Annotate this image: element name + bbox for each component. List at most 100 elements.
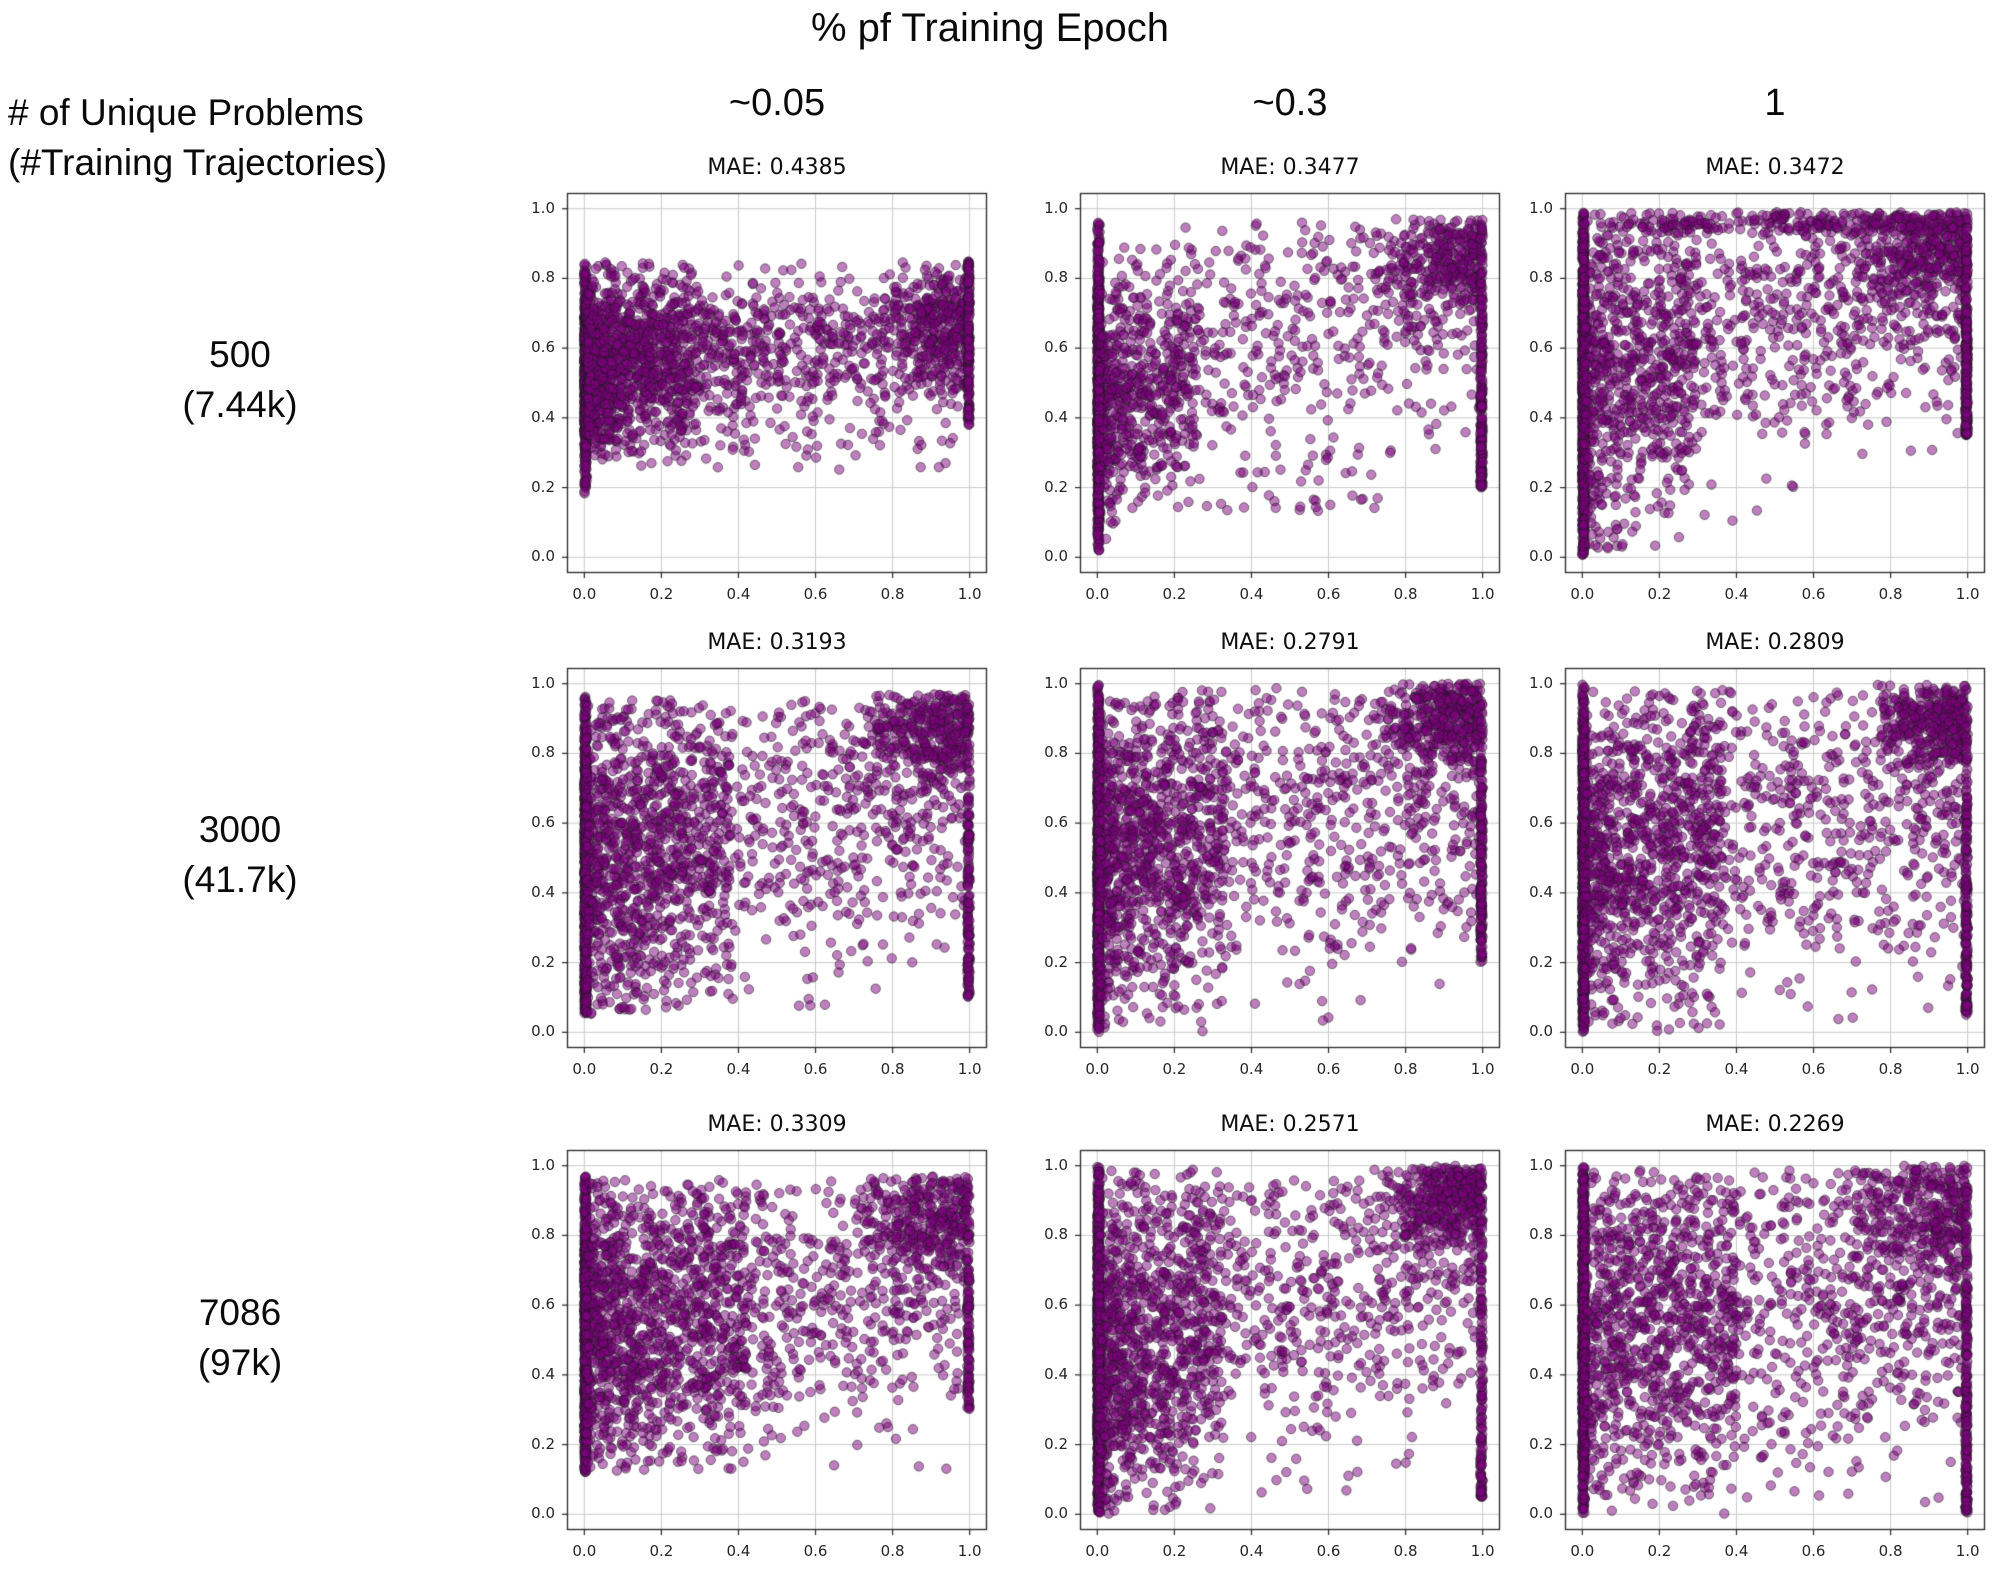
y-tick-label: 0.8 xyxy=(1044,1225,1068,1244)
row-label-2-main: 7086 xyxy=(198,1292,282,1333)
y-tick-label: 1.0 xyxy=(1529,1155,1553,1174)
y-tick-label: 1.0 xyxy=(1529,198,1553,217)
subplot-mae-title: MAE: 0.2791 xyxy=(1220,630,1360,655)
x-tick-label: 0.8 xyxy=(1393,1542,1418,1560)
scatter-canvas xyxy=(555,656,999,1060)
y-tick-label: 0.6 xyxy=(1044,1295,1068,1314)
row-label-0-main: 500 xyxy=(209,334,271,375)
x-tick-label: 1.0 xyxy=(957,585,982,603)
x-tick-label: 0.2 xyxy=(1647,1542,1672,1560)
scatter-canvas xyxy=(555,181,999,585)
y-tick-label: 0.8 xyxy=(1529,1225,1553,1244)
x-tick-label: 0.4 xyxy=(1724,1060,1749,1078)
x-tick-label: 0.6 xyxy=(1316,585,1341,603)
x-tick-label: 1.0 xyxy=(1955,585,1980,603)
x-tick-label: 0.6 xyxy=(1316,1060,1341,1078)
x-tick-label: 0.8 xyxy=(1878,1542,1903,1560)
y-tick-label: 0.0 xyxy=(1529,1022,1553,1041)
row-label-1-sub: (41.7k) xyxy=(182,858,298,900)
x-tick-label: 0.2 xyxy=(1162,585,1187,603)
y-tick-label: 1.0 xyxy=(1044,673,1068,692)
col-header-0: ~0.05 xyxy=(728,82,826,124)
x-tick-label: 0.4 xyxy=(726,1542,751,1560)
subplot-mae-title: MAE: 0.4385 xyxy=(707,155,847,180)
subplot-r1c1: MAE: 0.2791 0.0 0.0 0.2 0.2 0.4 0.4 0.6 0.6 0.8 0.… xyxy=(1010,628,1520,1098)
x-tick-label: 0.4 xyxy=(1239,1542,1264,1560)
x-tick-label: 0.6 xyxy=(1801,585,1826,603)
subplot-r2c0: MAE: 0.3309 0.0 0.0 0.2 0.2 0.4 0.4 0.6 0.6 0.8 0.… xyxy=(497,1110,1007,1580)
x-tick-label: 0.4 xyxy=(726,585,751,603)
x-tick-label: 0.4 xyxy=(1724,1542,1749,1560)
y-tick-label: 1.0 xyxy=(531,198,555,217)
x-tick-label: 0.8 xyxy=(1393,585,1418,603)
y-tick-label: 0.4 xyxy=(531,1364,555,1383)
scatter-canvas xyxy=(1553,656,1997,1060)
x-tick-label: 0.0 xyxy=(1570,1542,1595,1560)
x-tick-label: 0.8 xyxy=(1878,1060,1903,1078)
scatter-canvas xyxy=(1068,1138,1512,1542)
x-tick-label: 1.0 xyxy=(1955,1060,1980,1078)
x-tick-label: 0.2 xyxy=(649,585,674,603)
row-axis-title-line2: (#Training Trajectories) xyxy=(8,141,388,183)
x-tick-label: 1.0 xyxy=(957,1542,982,1560)
y-tick-label: 0.2 xyxy=(531,952,555,971)
x-tick-label: 0.8 xyxy=(880,1060,905,1078)
subplot-r2c2: MAE: 0.2269 0.0 0.0 0.2 0.2 0.4 0.4 0.6 0.6 0.8 0.… xyxy=(1495,1110,2000,1580)
y-tick-label: 0.6 xyxy=(531,338,555,357)
x-tick-label: 0.6 xyxy=(1316,1542,1341,1560)
row-label-0-sub: (7.44k) xyxy=(182,383,298,425)
x-tick-label: 0.4 xyxy=(1239,1060,1264,1078)
y-tick-label: 0.8 xyxy=(1044,743,1068,762)
y-tick-label: 0.6 xyxy=(1044,813,1068,832)
subplot-r1c0: MAE: 0.3193 0.0 0.0 0.2 0.2 0.4 0.4 0.6 0.6 0.8 0.… xyxy=(497,628,1007,1098)
subplot-r0c0: MAE: 0.4385 0.0 0.0 0.2 0.2 0.4 0.4 0.6 0.6 0.8 0.… xyxy=(497,153,1007,623)
scatter-canvas xyxy=(1068,656,1512,1060)
y-tick-label: 0.4 xyxy=(1044,407,1068,426)
x-tick-label: 0.0 xyxy=(1085,1060,1110,1078)
col-header-2: 1 xyxy=(1764,82,1786,124)
row-label-2: 7086 (97k) xyxy=(0,1288,480,1388)
scatter-canvas xyxy=(1553,181,1997,585)
x-tick-label: 1.0 xyxy=(1470,585,1495,603)
x-tick-label: 0.0 xyxy=(572,1060,597,1078)
y-tick-label: 0.2 xyxy=(1044,1434,1068,1453)
x-tick-label: 0.0 xyxy=(1085,1542,1110,1560)
y-tick-label: 0.6 xyxy=(1529,338,1553,357)
y-tick-label: 0.0 xyxy=(531,1022,555,1041)
row-label-0: 500 (7.44k) xyxy=(0,330,480,430)
x-tick-label: 0.0 xyxy=(1085,585,1110,603)
y-tick-label: 0.2 xyxy=(531,477,555,496)
subplot-mae-title: MAE: 0.3477 xyxy=(1220,155,1360,180)
col-header-1: ~0.3 xyxy=(1252,82,1328,124)
subplot-r0c2: MAE: 0.3472 0.0 0.0 0.2 0.2 0.4 0.4 0.6 0.6 0.8 0.… xyxy=(1495,153,2000,623)
x-tick-label: 0.8 xyxy=(1393,1060,1418,1078)
y-tick-label: 0.6 xyxy=(531,1295,555,1314)
y-tick-label: 0.4 xyxy=(1529,882,1553,901)
y-tick-label: 0.6 xyxy=(1529,1295,1553,1314)
x-tick-label: 0.2 xyxy=(1647,585,1672,603)
row-label-1-main: 3000 xyxy=(198,809,282,850)
x-tick-label: 0.8 xyxy=(880,1542,905,1560)
y-tick-label: 0.2 xyxy=(531,1434,555,1453)
x-tick-label: 0.2 xyxy=(649,1060,674,1078)
row-label-1: 3000 (41.7k) xyxy=(0,805,480,905)
y-tick-label: 1.0 xyxy=(1044,1155,1068,1174)
y-tick-label: 1.0 xyxy=(1044,198,1068,217)
row-axis-title-line1: # of Unique Problems xyxy=(8,92,364,133)
subplot-mae-title: MAE: 0.2809 xyxy=(1705,630,1845,655)
subplot-r1c2: MAE: 0.2809 0.0 0.0 0.2 0.2 0.4 0.4 0.6 0.6 0.8 0.… xyxy=(1495,628,2000,1098)
y-tick-label: 0.6 xyxy=(1529,813,1553,832)
x-tick-label: 1.0 xyxy=(1955,1542,1980,1560)
y-tick-label: 0.8 xyxy=(1044,268,1068,287)
x-tick-label: 0.2 xyxy=(649,1542,674,1560)
x-tick-label: 1.0 xyxy=(1470,1542,1495,1560)
y-tick-label: 0.8 xyxy=(531,743,555,762)
x-tick-label: 0.8 xyxy=(880,585,905,603)
y-tick-label: 0.6 xyxy=(531,813,555,832)
x-tick-label: 0.2 xyxy=(1647,1060,1672,1078)
y-tick-label: 0.0 xyxy=(531,1504,555,1523)
x-tick-label: 0.6 xyxy=(803,585,828,603)
y-tick-label: 0.8 xyxy=(531,1225,555,1244)
y-tick-label: 0.4 xyxy=(1044,882,1068,901)
x-tick-label: 0.0 xyxy=(572,1542,597,1560)
